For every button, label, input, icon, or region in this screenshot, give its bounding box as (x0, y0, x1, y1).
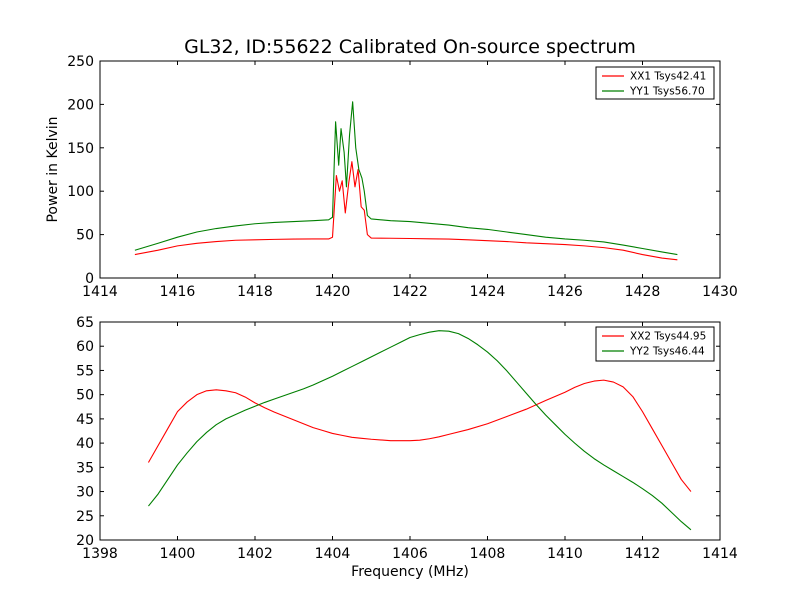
y-tick-label: 200 (67, 97, 94, 113)
legend: XX2 Tsys44.95 YY2 Tsys46.44 (595, 326, 715, 362)
legend: XX1 Tsys42.41 YY1 Tsys56.70 (595, 66, 715, 100)
legend-box (595, 66, 715, 100)
x-tick-label: 1416 (160, 284, 196, 300)
y-tick-label: 20 (76, 533, 94, 549)
chart-title: GL32, ID:55622 Calibrated On-source spec… (184, 36, 636, 58)
y-tick-label: 250 (67, 54, 94, 70)
x-axis-label: Frequency (MHz) (351, 564, 469, 580)
x-tick-label: 1414 (82, 284, 118, 300)
x-tick-label: 1404 (315, 546, 351, 562)
x-tick-label: 1400 (160, 546, 196, 562)
y-tick-label: 30 (76, 485, 94, 501)
x-tick-label: 1428 (625, 284, 661, 300)
y-tick-label: 50 (76, 388, 94, 404)
series-line-xx (147, 379, 692, 492)
series-line-yy (148, 330, 692, 531)
y-tick-label: 55 (76, 363, 94, 379)
y-axis-label: Power in Kelvin (45, 116, 61, 222)
y-tick-label: 25 (76, 509, 94, 525)
top-panel: 1414 1416 1418 1420 1422 1424 1426 1428 1430 0 50 1… (45, 54, 738, 300)
y-tick-label: 150 (67, 141, 94, 157)
x-tick-label: 1422 (392, 284, 428, 300)
x-tick-label: 1414 (702, 546, 738, 562)
y-tick-label: 0 (85, 271, 94, 287)
x-tick-label: 1408 (470, 546, 506, 562)
series-line-xx (134, 161, 678, 261)
legend-entry-label: YY2 Tsys46.44 (629, 346, 705, 358)
y-tick-label: 40 (76, 436, 94, 452)
bottom-panel: 1398 1400 1402 1404 1406 1408 1410 1412 1414 20 25… (76, 315, 738, 580)
series-line-yy (134, 101, 678, 256)
x-tick-label: 1402 (237, 546, 273, 562)
legend-entry-label: YY1 Tsys56.70 (629, 86, 705, 98)
x-tick-label: 1420 (315, 284, 351, 300)
y-tick-label: 50 (76, 228, 94, 244)
x-tick-label: 1426 (547, 284, 583, 300)
legend-entry-label: XX1 Tsys42.41 (630, 71, 706, 83)
y-tick-label: 35 (76, 460, 94, 476)
x-tick-label: 1424 (470, 284, 506, 300)
legend-box (595, 326, 715, 362)
y-tick-label: 45 (76, 412, 94, 428)
x-tick-label: 1406 (392, 546, 428, 562)
x-tick-label: 1398 (82, 546, 118, 562)
y-tick-label: 60 (76, 339, 94, 355)
x-tick-label: 1430 (702, 284, 738, 300)
x-tick-label: 1412 (625, 546, 661, 562)
legend-entry-label: XX2 Tsys44.95 (630, 331, 706, 343)
x-tick-label: 1410 (547, 546, 583, 562)
y-tick-label: 65 (76, 315, 94, 331)
x-tick-label: 1418 (237, 284, 273, 300)
y-tick-label: 100 (67, 184, 94, 200)
